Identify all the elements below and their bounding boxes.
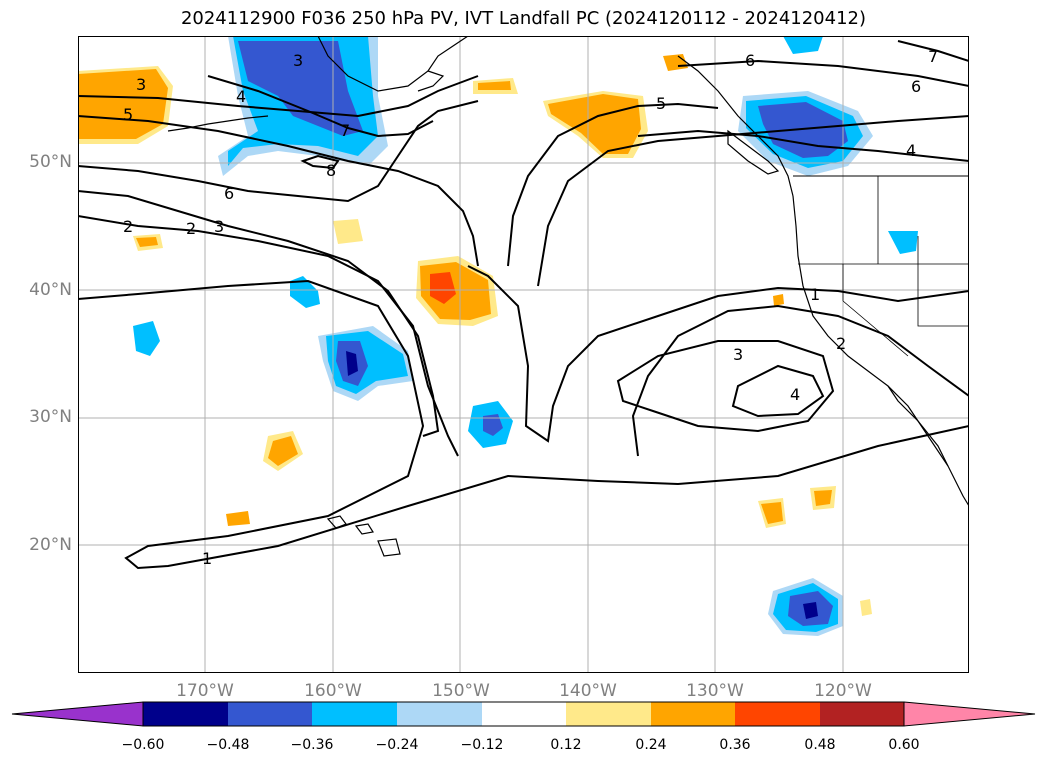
contour-2	[78, 215, 459, 457]
colorbar-bin-2	[228, 702, 312, 726]
contour-8	[300, 154, 340, 170]
contour-label-2b: 2	[186, 219, 196, 238]
lat-label-20n: 20°N	[29, 535, 72, 555]
pv-pos-small-7	[226, 511, 250, 526]
ivt-contours	[78, 40, 969, 570]
contour-label-6c: 6	[911, 77, 921, 96]
lon-label-130w: 130°W	[686, 681, 744, 701]
contour-label-3d: 3	[733, 345, 743, 364]
page-title: 2024112900 F036 250 hPa PV, IVT Landfall…	[180, 8, 867, 29]
lat-label-40n: 40°N	[29, 280, 72, 300]
us-west-coast	[792, 195, 969, 507]
contour-3	[78, 190, 440, 437]
alaska-coast	[317, 36, 469, 92]
contour-label-6a: 6	[224, 184, 234, 203]
map-panel: 1 1 2 2 2 3 3 3 3 4 4 4 5 5 5 6 6 6 7 7 …	[78, 36, 969, 673]
contour-label-5a: 5	[123, 105, 133, 124]
lon-label-160w: 160°W	[304, 681, 362, 701]
colorbar-tick-4: −0.24	[375, 737, 419, 753]
colorbar-bin-9	[820, 702, 904, 726]
colorbar-extend-left	[11, 701, 144, 727]
contour-1b	[467, 265, 969, 443]
contour-1	[78, 279, 969, 570]
lon-label-120w: 120°W	[814, 681, 872, 701]
colorbar-bin-1	[143, 702, 228, 726]
pv-neg-small-4	[888, 231, 918, 254]
hawaii	[326, 515, 401, 557]
contour-4c	[637, 129, 969, 162]
colorbar-tick-9: 0.48	[804, 737, 836, 753]
contour-5	[78, 115, 479, 267]
lon-label-140w: 140°W	[559, 681, 617, 701]
pv-pos-small-9	[773, 294, 784, 306]
contour-6b	[537, 115, 969, 287]
contour-labels: 1 1 2 2 2 3 3 3 3 4 4 4 5 5 5 6 6 6 7 7 …	[123, 36, 938, 568]
pv-pos-small-10	[860, 599, 872, 616]
map-border	[78, 36, 969, 673]
colorbar-bin-6	[566, 702, 651, 726]
pv-neg-small-1	[290, 276, 320, 308]
contour-4	[78, 75, 479, 118]
vancouver-island	[727, 129, 780, 175]
contour-label-8: 8	[326, 161, 336, 180]
pv-pos-small-8	[333, 219, 363, 244]
lat-label-50n: 50°N	[29, 152, 72, 172]
colorbar-bin-7	[651, 702, 735, 726]
lat-label-30n: 30°N	[29, 407, 72, 427]
contour-6c	[677, 59, 969, 87]
colorbar-bin-4	[397, 702, 482, 726]
contour-label-5c: 5	[388, 36, 398, 40]
contour-label-5b: 5	[656, 94, 666, 113]
baja	[887, 385, 949, 467]
contour-4b	[731, 364, 825, 418]
contour-5b	[507, 102, 719, 267]
contour-label-1a: 1	[202, 549, 212, 568]
colorbar-tick-8: 0.36	[719, 737, 751, 753]
colorbar-tick-2: −0.48	[206, 737, 250, 753]
contour-label-3b: 3	[214, 217, 224, 236]
contour-label-4b: 4	[906, 141, 916, 160]
colorbar-bin-3	[312, 702, 397, 726]
aleutians	[167, 115, 269, 132]
contour-2b	[631, 304, 969, 457]
colorbar-tick-7: 0.24	[635, 737, 667, 753]
colorbar-tick-10: 0.60	[888, 737, 920, 753]
contour-label-2c: 2	[836, 334, 846, 353]
contour-label-2a: 2	[123, 217, 133, 236]
contour-label-6b: 6	[745, 51, 755, 70]
contour-label-4a: 4	[236, 87, 246, 106]
coastlines	[167, 36, 969, 557]
contour-6	[78, 100, 479, 203]
lon-label-170w: 170°W	[176, 681, 234, 701]
contour-7b	[897, 40, 969, 62]
pv-ivt-map: 1 1 2 2 2 3 3 3 3 4 4 4 5 5 5 6 6 6 7 7 …	[78, 36, 969, 673]
lon-label-150w: 150°W	[432, 681, 490, 701]
colorbar-bin-8	[735, 702, 820, 726]
contour-label-3c: 3	[293, 51, 303, 70]
colorbar-bin-5	[482, 702, 566, 726]
state-borders	[798, 176, 969, 357]
colorbar	[11, 701, 1036, 727]
pv-neg-small-2	[133, 321, 160, 356]
colorbar-tick-5: −0.12	[460, 737, 504, 753]
contour-label-7a: 7	[340, 121, 350, 140]
contour-3b	[616, 340, 835, 433]
contour-label-1b: 1	[810, 285, 820, 304]
pv-pos-small-2	[663, 54, 688, 71]
negative-pv-anomalies	[133, 36, 918, 636]
contour-label-7b: 7	[928, 47, 938, 66]
contour-label-3a: 3	[136, 75, 146, 94]
colorbar-tick-6: 0.12	[550, 737, 582, 753]
colorbar-tick-1: −0.60	[121, 737, 165, 753]
contour-7	[207, 75, 434, 138]
bc-coast	[677, 55, 794, 197]
gridlines	[78, 36, 969, 673]
contour-label-4c: 4	[790, 385, 800, 404]
colorbar-extend-right	[903, 701, 1036, 727]
colorbar-tick-3: −0.36	[290, 737, 334, 753]
pv-neg-top-right	[783, 36, 823, 54]
